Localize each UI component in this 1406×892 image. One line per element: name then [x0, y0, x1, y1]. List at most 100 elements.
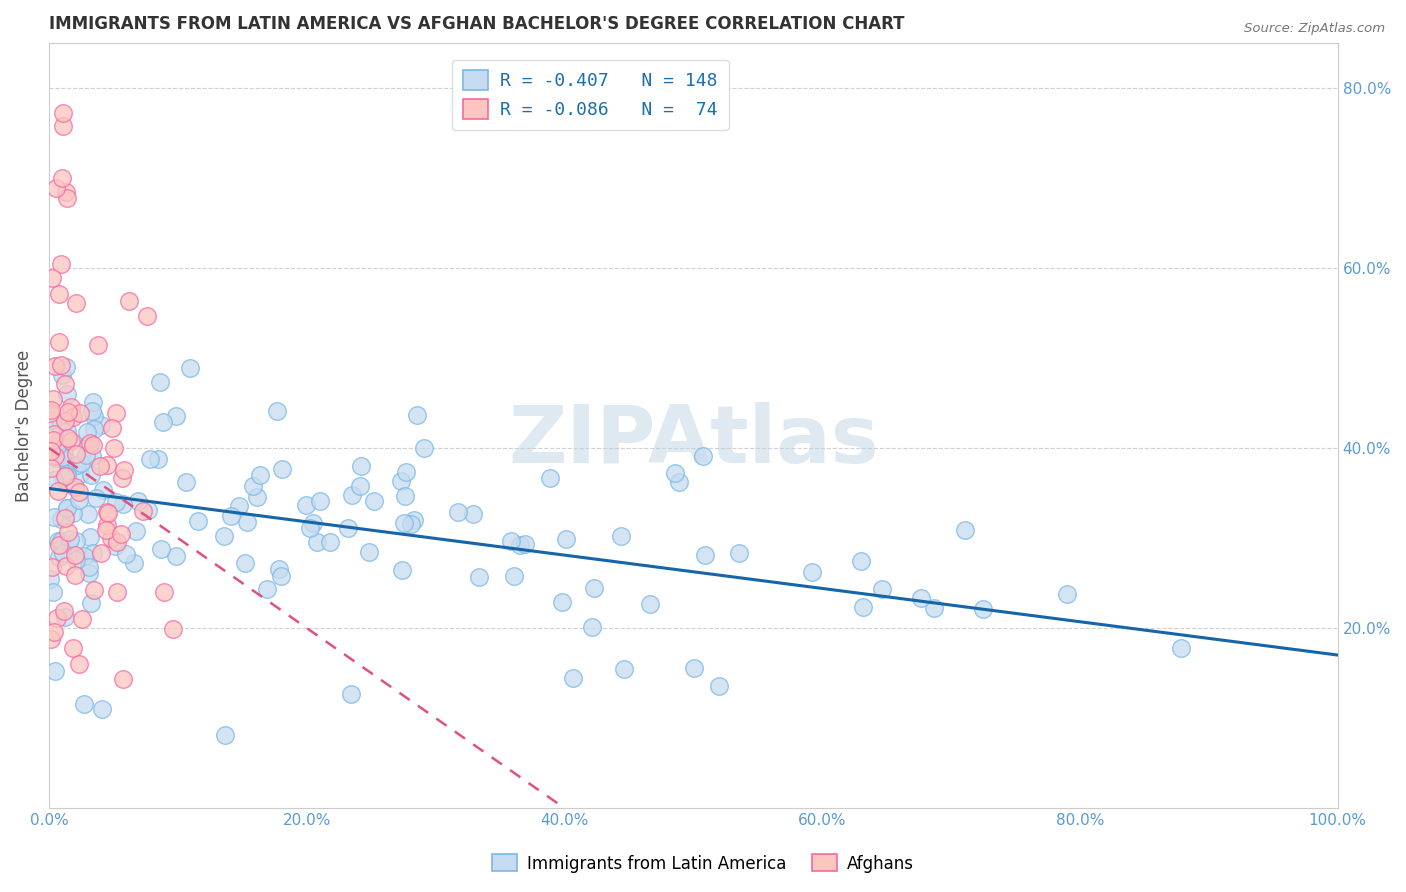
Point: [77, 507, 100, 521]
Point: [51, 534, 73, 549]
Point: [613, 662, 636, 676]
Point: [39, 632, 62, 646]
Point: [100, 531, 122, 545]
Point: [41, 271, 63, 285]
Point: [56, 191, 79, 205]
Point: [44, 449, 66, 463]
Point: [664, 466, 686, 480]
Point: [67, 657, 90, 671]
Point: [139, 452, 162, 467]
Text: ZIPAtlas: ZIPAtlas: [508, 401, 879, 480]
Point: [104, 406, 127, 420]
Point: [538, 471, 561, 485]
Point: [39, 402, 62, 417]
Point: [112, 672, 135, 686]
Point: [77, 560, 100, 574]
Point: [80, 596, 103, 610]
Legend: Immigrants from Latin America, Afghans: Immigrants from Latin America, Afghans: [485, 847, 921, 880]
Point: [707, 679, 730, 693]
Point: [79, 530, 101, 544]
Point: [1170, 641, 1192, 656]
Point: [55, 434, 77, 448]
Point: [96, 517, 118, 532]
Point: [56, 431, 79, 445]
Point: [55, 469, 77, 483]
Point: [82, 545, 104, 559]
Point: [162, 622, 184, 636]
Point: [66, 458, 89, 472]
Point: [728, 545, 751, 559]
Point: [52, 120, 75, 134]
Point: [45, 610, 67, 624]
Point: [555, 532, 578, 546]
Point: [1056, 587, 1078, 601]
Point: [219, 508, 242, 523]
Point: [53, 377, 76, 392]
Point: [49, 420, 72, 434]
Point: [59, 532, 82, 546]
Point: [56, 525, 79, 540]
Point: [212, 529, 235, 543]
Point: [62, 506, 84, 520]
Point: [149, 541, 172, 556]
Point: [115, 547, 138, 561]
Point: [84, 491, 107, 506]
Point: [153, 585, 176, 599]
Point: [359, 545, 381, 559]
Point: [70, 612, 93, 626]
Point: [582, 582, 605, 596]
Point: [228, 499, 250, 513]
Point: [63, 480, 86, 494]
Point: [55, 558, 77, 573]
Point: [256, 582, 278, 596]
Point: [39, 572, 62, 586]
Point: [46, 483, 69, 498]
Point: [468, 570, 491, 584]
Point: [48, 539, 70, 553]
Point: [609, 529, 631, 543]
Point: [922, 601, 945, 615]
Text: IMMIGRANTS FROM LATIN AMERICA VS AFGHAN BACHELOR'S DEGREE CORRELATION CHART: IMMIGRANTS FROM LATIN AMERICA VS AFGHAN …: [49, 15, 904, 33]
Point: [910, 591, 932, 606]
Point: [56, 467, 79, 482]
Point: [65, 295, 87, 310]
Point: [294, 498, 316, 512]
Point: [581, 620, 603, 634]
Point: [48, 550, 70, 565]
Point: [48, 286, 70, 301]
Point: [73, 697, 96, 711]
Point: [308, 494, 330, 508]
Point: [51, 171, 73, 186]
Point: [52, 106, 75, 120]
Point: [149, 375, 172, 389]
Point: [45, 438, 67, 452]
Point: [266, 403, 288, 417]
Point: [399, 517, 422, 532]
Point: [269, 562, 291, 576]
Point: [447, 505, 470, 519]
Point: [138, 503, 160, 517]
Point: [298, 521, 321, 535]
Point: [53, 447, 76, 461]
Point: [849, 553, 872, 567]
Point: [249, 468, 271, 483]
Point: [83, 422, 105, 436]
Point: [60, 400, 83, 414]
Point: [146, 451, 169, 466]
Point: [391, 563, 413, 577]
Point: [96, 505, 118, 519]
Point: [73, 549, 96, 563]
Point: [246, 490, 269, 504]
Point: [461, 507, 484, 521]
Point: [39, 444, 62, 458]
Point: [394, 516, 416, 530]
Point: [801, 565, 824, 579]
Point: [77, 438, 100, 452]
Point: [165, 549, 187, 564]
Point: [124, 556, 146, 570]
Point: [41, 440, 63, 454]
Point: [503, 569, 526, 583]
Point: [65, 446, 87, 460]
Point: [63, 567, 86, 582]
Point: [41, 412, 63, 426]
